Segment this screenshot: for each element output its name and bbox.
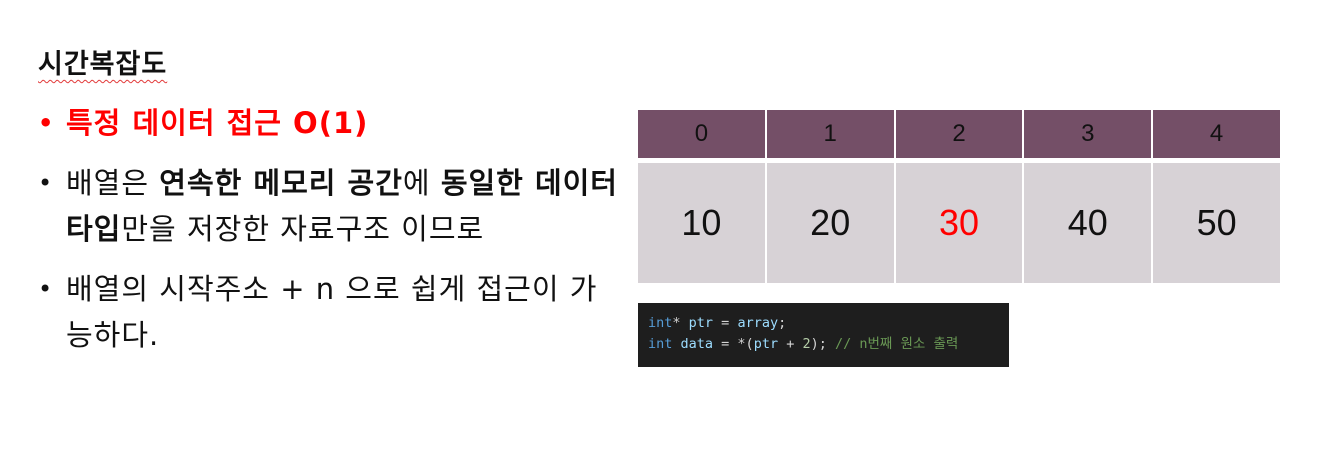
code-token: =: [721, 315, 730, 331]
bullet-item-address: 배열의 시작주소 + n 으로 쉽게 접근이 가능하다.: [38, 266, 618, 358]
code-token: int: [648, 336, 673, 352]
array-index-cell: 0: [638, 110, 765, 161]
array-value-cell: 50: [1153, 163, 1280, 283]
code-line-2: int data = *(ptr + 2); // n번째 원소 출력: [648, 334, 1009, 355]
array-value-cell: 40: [1024, 163, 1152, 283]
code-token: array: [729, 315, 779, 331]
code-snippet: int* ptr = array; int data = *(ptr + 2); …: [638, 303, 1009, 367]
array-index-cell: 2: [895, 110, 1023, 161]
code-token: data: [672, 336, 722, 352]
bullet-text-part: 배열은: [66, 166, 160, 200]
bullet-item-access: 특정 데이터 접근 O(1): [38, 100, 618, 146]
bullet-text-part: 만을 저장한 자료구조 이므로: [121, 212, 485, 246]
code-token: *: [672, 315, 681, 331]
array-diagram: 0 1 2 3 4 10 20 30 40 50: [636, 108, 1282, 285]
bullet-list: 특정 데이터 접근 O(1) 배열은 연속한 메모리 공간에 동일한 데이터 타…: [38, 100, 618, 358]
page-title: 시간복잡도: [38, 49, 168, 80]
array-index-cell: 1: [766, 110, 894, 161]
code-token: +: [778, 336, 803, 352]
array-index-cell: 4: [1153, 110, 1280, 161]
array-value-cell: 20: [766, 163, 894, 283]
code-token: = *(: [721, 336, 754, 352]
array-value-cell: 10: [638, 163, 765, 283]
bullet-text-address: 배열의 시작주소 + n 으로 쉽게 접근이 가능하다.: [66, 272, 598, 352]
bullet-emphasis-same-type: 동일한 데이터 타입: [66, 166, 618, 246]
bullet-emphasis-contiguous-memory: 연속한 메모리 공간: [159, 166, 403, 200]
array-index-row: 0 1 2 3 4: [638, 110, 1280, 161]
code-token: int: [648, 315, 673, 331]
array-value-row: 10 20 30 40 50: [638, 163, 1280, 283]
array-index-cell: 3: [1024, 110, 1152, 161]
code-comment: // n번째 원소 출력: [835, 336, 959, 352]
bullet-text-access: 특정 데이터 접근 O(1): [66, 106, 369, 140]
code-token: 2: [802, 336, 811, 352]
code-token: ptr: [753, 336, 779, 352]
code-line-1: int* ptr = array;: [648, 313, 1009, 334]
array-value-cell-highlighted: 30: [895, 163, 1023, 283]
code-token: ;: [778, 315, 787, 331]
code-token: );: [810, 336, 835, 352]
code-token: ptr: [680, 315, 722, 331]
bullet-text-part: 에: [402, 166, 441, 200]
bullet-item-definition: 배열은 연속한 메모리 공간에 동일한 데이터 타입만을 저장한 자료구조 이므…: [38, 160, 618, 252]
